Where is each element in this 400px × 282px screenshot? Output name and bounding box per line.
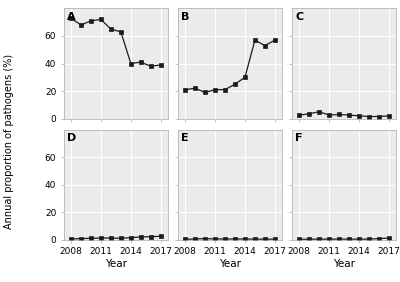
Text: A: A bbox=[67, 12, 76, 22]
X-axis label: Year: Year bbox=[219, 259, 241, 269]
X-axis label: Year: Year bbox=[333, 259, 355, 269]
X-axis label: Year: Year bbox=[105, 259, 127, 269]
Text: Annual proportion of pathogens (%): Annual proportion of pathogens (%) bbox=[4, 53, 14, 229]
Text: F: F bbox=[295, 133, 303, 143]
Text: E: E bbox=[181, 133, 189, 143]
Text: C: C bbox=[295, 12, 304, 22]
Text: B: B bbox=[181, 12, 190, 22]
Text: D: D bbox=[67, 133, 76, 143]
